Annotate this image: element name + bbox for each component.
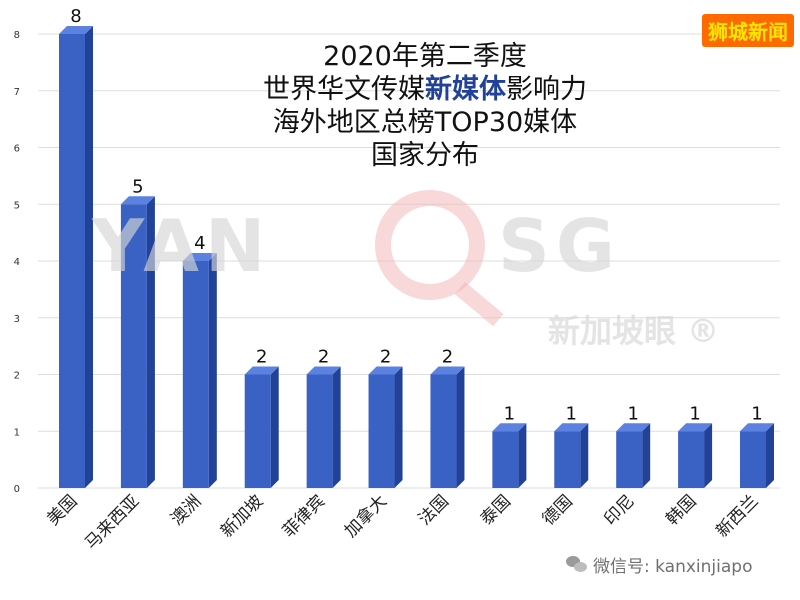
title-line-3: 海外地区总榜TOP30媒体: [272, 107, 578, 138]
x-tick-label: 印尼: [601, 491, 639, 529]
brand-badge: 狮城新闻: [702, 14, 794, 47]
bar-top: [430, 366, 465, 375]
y-tick-label: 0: [14, 484, 20, 495]
y-axis: 0 1 2 3 4 5 6 7 8: [14, 30, 20, 495]
bar: [120, 204, 147, 488]
x-tick-label: 法国: [415, 491, 453, 529]
bar: [616, 431, 643, 488]
bar-side: [394, 366, 403, 488]
data-label: 1: [566, 403, 577, 424]
y-tick-label: 6: [14, 144, 20, 155]
chart-title: 2020年第二季度 世界华文传媒新媒体影响力 海外地区总榜TOP30媒体 国家分…: [195, 40, 655, 172]
bar-side: [518, 423, 527, 488]
bar-top: [244, 366, 279, 375]
x-tick-label: 马来西亚: [81, 491, 143, 553]
bar: [740, 431, 766, 488]
bar: [554, 431, 581, 488]
x-tick-label: 德国: [539, 491, 577, 529]
bar-side: [642, 423, 651, 488]
bar-side: [456, 366, 465, 488]
bar: [59, 34, 85, 488]
bar-side: [270, 366, 279, 488]
x-tick-label: 韩国: [662, 491, 700, 529]
data-label: 2: [318, 347, 329, 368]
data-label: 2: [256, 347, 267, 368]
data-label: 1: [751, 403, 762, 424]
data-label: 4: [194, 233, 205, 254]
bar: [306, 374, 333, 488]
bar-top: [120, 196, 155, 205]
y-tick-label: 1: [14, 427, 20, 438]
x-tick-label: 泰国: [477, 491, 515, 529]
x-tick-label: 澳洲: [167, 491, 205, 529]
y-tick-label: 2: [14, 371, 20, 382]
footer-watermark: 微信号: kanxinjiapo: [566, 552, 752, 577]
x-tick-label: 菲律宾: [279, 491, 329, 541]
data-label: 5: [132, 176, 143, 197]
bar-side: [208, 253, 217, 488]
x-tick-label: 美国: [43, 491, 81, 529]
y-tick-label: 4: [14, 257, 20, 268]
bar-side: [766, 423, 774, 488]
y-tick-label: 3: [14, 314, 20, 325]
bar: [368, 374, 395, 488]
bar-side: [580, 423, 589, 488]
bar-top: [492, 423, 527, 432]
bar-top: [616, 423, 651, 432]
bar-side: [332, 366, 341, 488]
data-label: 8: [70, 6, 81, 27]
bar-top: [678, 423, 713, 432]
title-line-2: 世界华文传媒新媒体影响力: [263, 74, 587, 105]
y-tick-label: 5: [14, 200, 20, 211]
data-label: 2: [380, 347, 391, 368]
bar: [492, 431, 519, 488]
data-label: 1: [504, 403, 515, 424]
bar: [678, 431, 705, 488]
bar-top: [368, 366, 403, 375]
bar: [182, 261, 209, 488]
y-tick-label: 8: [14, 30, 20, 41]
footer-watermark-text: 微信号: kanxinjiapo: [593, 557, 753, 577]
data-label: 2: [442, 347, 453, 368]
bar-top: [740, 423, 774, 432]
watermark-logo-right: SG: [498, 204, 621, 288]
bar-top: [554, 423, 589, 432]
x-tick-label: 加拿大: [340, 491, 391, 542]
bar-side: [146, 196, 155, 488]
y-tick-label: 7: [14, 87, 20, 98]
bar: [244, 374, 271, 488]
title-highlight: 新媒体: [425, 74, 506, 105]
x-tick-label: 新加坡: [217, 491, 267, 541]
bar-top: [59, 26, 93, 34]
data-labels: 8 5 4 2 2 2 2 1 1 1 1 1: [70, 6, 762, 424]
data-label: 1: [627, 403, 638, 424]
data-label: 1: [689, 403, 700, 424]
title-line-1: 2020年第二季度: [323, 41, 527, 72]
magnifier-q-icon: [375, 190, 485, 300]
watermark-logo-left: YAN: [92, 204, 272, 288]
watermark-logo-subtitle: 新加坡眼 ®: [548, 312, 720, 350]
bar-side: [704, 423, 713, 488]
bar-top: [182, 253, 217, 261]
bar: [430, 374, 457, 488]
bar-side: [85, 26, 93, 488]
x-axis-labels: 美国 马来西亚 澳洲 新加坡 菲律宾 加拿大 法国 泰国 德国 印尼 韩国 新西兰: [43, 491, 762, 554]
bars: [59, 26, 774, 488]
x-tick-label: 新西兰: [712, 491, 762, 541]
wechat-icon: [566, 555, 588, 574]
title-line-4: 国家分布: [371, 140, 479, 171]
bar-top: [306, 366, 341, 375]
